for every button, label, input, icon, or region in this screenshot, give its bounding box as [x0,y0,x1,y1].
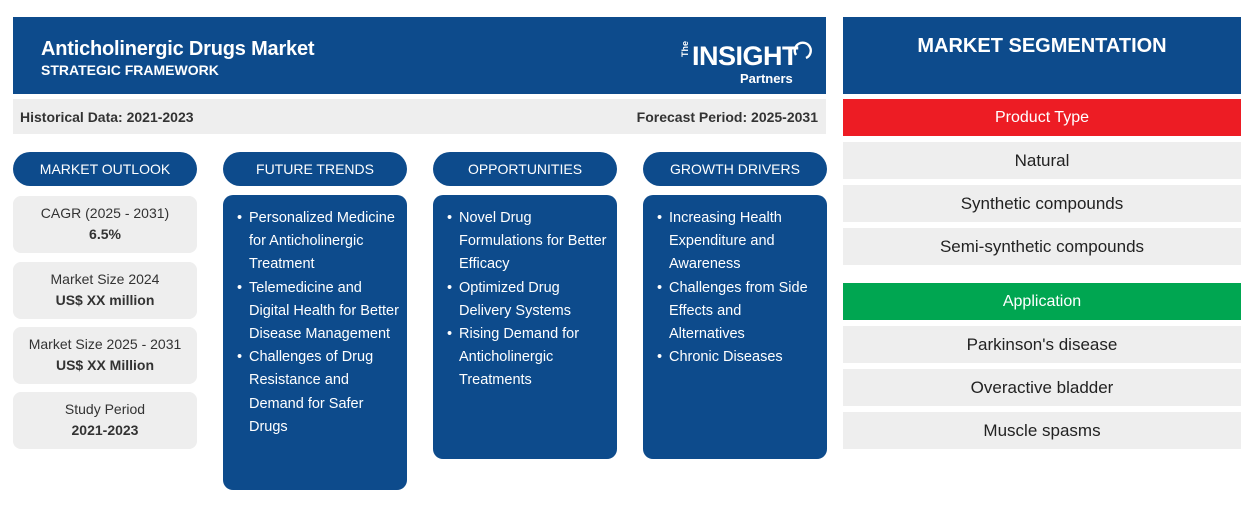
stat-cagr: CAGR (2025 - 2031) 6.5% [13,196,197,253]
market-segmentation-heading: MARKET SEGMENTATION [843,17,1241,94]
report-header: Anticholinergic Drugs Market STRATEGIC F… [13,17,826,94]
list-item: Novel Drug Formulations for Better Effic… [447,207,609,277]
list-item: Rising Demand for Anticholinergic Treatm… [447,323,609,393]
forecast-period-label: Forecast Period: 2025-2031 [636,109,818,125]
period-bar: Historical Data: 2021-2023 Forecast Peri… [13,99,826,134]
growth-drivers-list: Increasing Health Expenditure and Awaren… [643,195,827,459]
stat-value: 6.5% [89,226,121,242]
list-item: Telemedicine and Digital Health for Bett… [237,277,399,347]
segment-item: Parkinson's disease [843,326,1241,363]
growth-drivers-heading: GROWTH DRIVERS [643,152,827,186]
stat-label: Market Size 2025 - 2031 [28,336,182,352]
historical-data-label: Historical Data: 2021-2023 [20,109,194,125]
stat-value: US$ XX Million [55,357,154,373]
stat-market-size-2024: Market Size 2024 US$ XX million [13,262,197,319]
list-item: Challenges from Side Effects and Alterna… [657,277,819,347]
stat-value: US$ XX million [55,292,155,308]
stat-value: 2021-2023 [71,422,139,438]
stat-label: Market Size 2024 [50,271,160,287]
opportunities-list: Novel Drug Formulations for Better Effic… [433,195,617,459]
segment-item: Overactive bladder [843,369,1241,406]
opportunities-heading: OPPORTUNITIES [433,152,617,186]
logo-the-text: The [680,40,690,57]
list-item: Challenges of Drug Resistance and Demand… [237,346,399,439]
segment-item: Natural [843,142,1241,179]
segment-item: Muscle spasms [843,412,1241,449]
stat-label: CAGR (2025 - 2031) [40,205,170,221]
future-trends-heading: FUTURE TRENDS [223,152,407,186]
insight-partners-logo: The INSIGHT Partners [670,35,820,95]
segment-item: Synthetic compounds [843,185,1241,222]
list-item: Increasing Health Expenditure and Awaren… [657,207,819,277]
logo-partners-text: Partners [740,71,793,86]
list-item: Personalized Medicine for Anticholinergi… [237,207,399,277]
stat-label: Study Period [64,401,146,417]
report-subtitle: STRATEGIC FRAMEWORK [41,62,219,78]
logo-insight-text: INSIGHT [692,41,799,71]
stat-market-size-forecast: Market Size 2025 - 2031 US$ XX Million [13,327,197,384]
list-item: Chronic Diseases [657,346,819,369]
report-title: Anticholinergic Drugs Market [41,38,315,60]
segment-item: Semi-synthetic compounds [843,228,1241,265]
segment-category-product-type: Product Type [843,99,1241,136]
segment-category-application: Application [843,283,1241,320]
list-item: Optimized Drug Delivery Systems [447,277,609,323]
logo-swoosh-icon [793,41,812,60]
future-trends-list: Personalized Medicine for Anticholinergi… [223,195,407,490]
stat-study-period: Study Period 2021-2023 [13,392,197,449]
market-outlook-heading: MARKET OUTLOOK [13,152,197,186]
